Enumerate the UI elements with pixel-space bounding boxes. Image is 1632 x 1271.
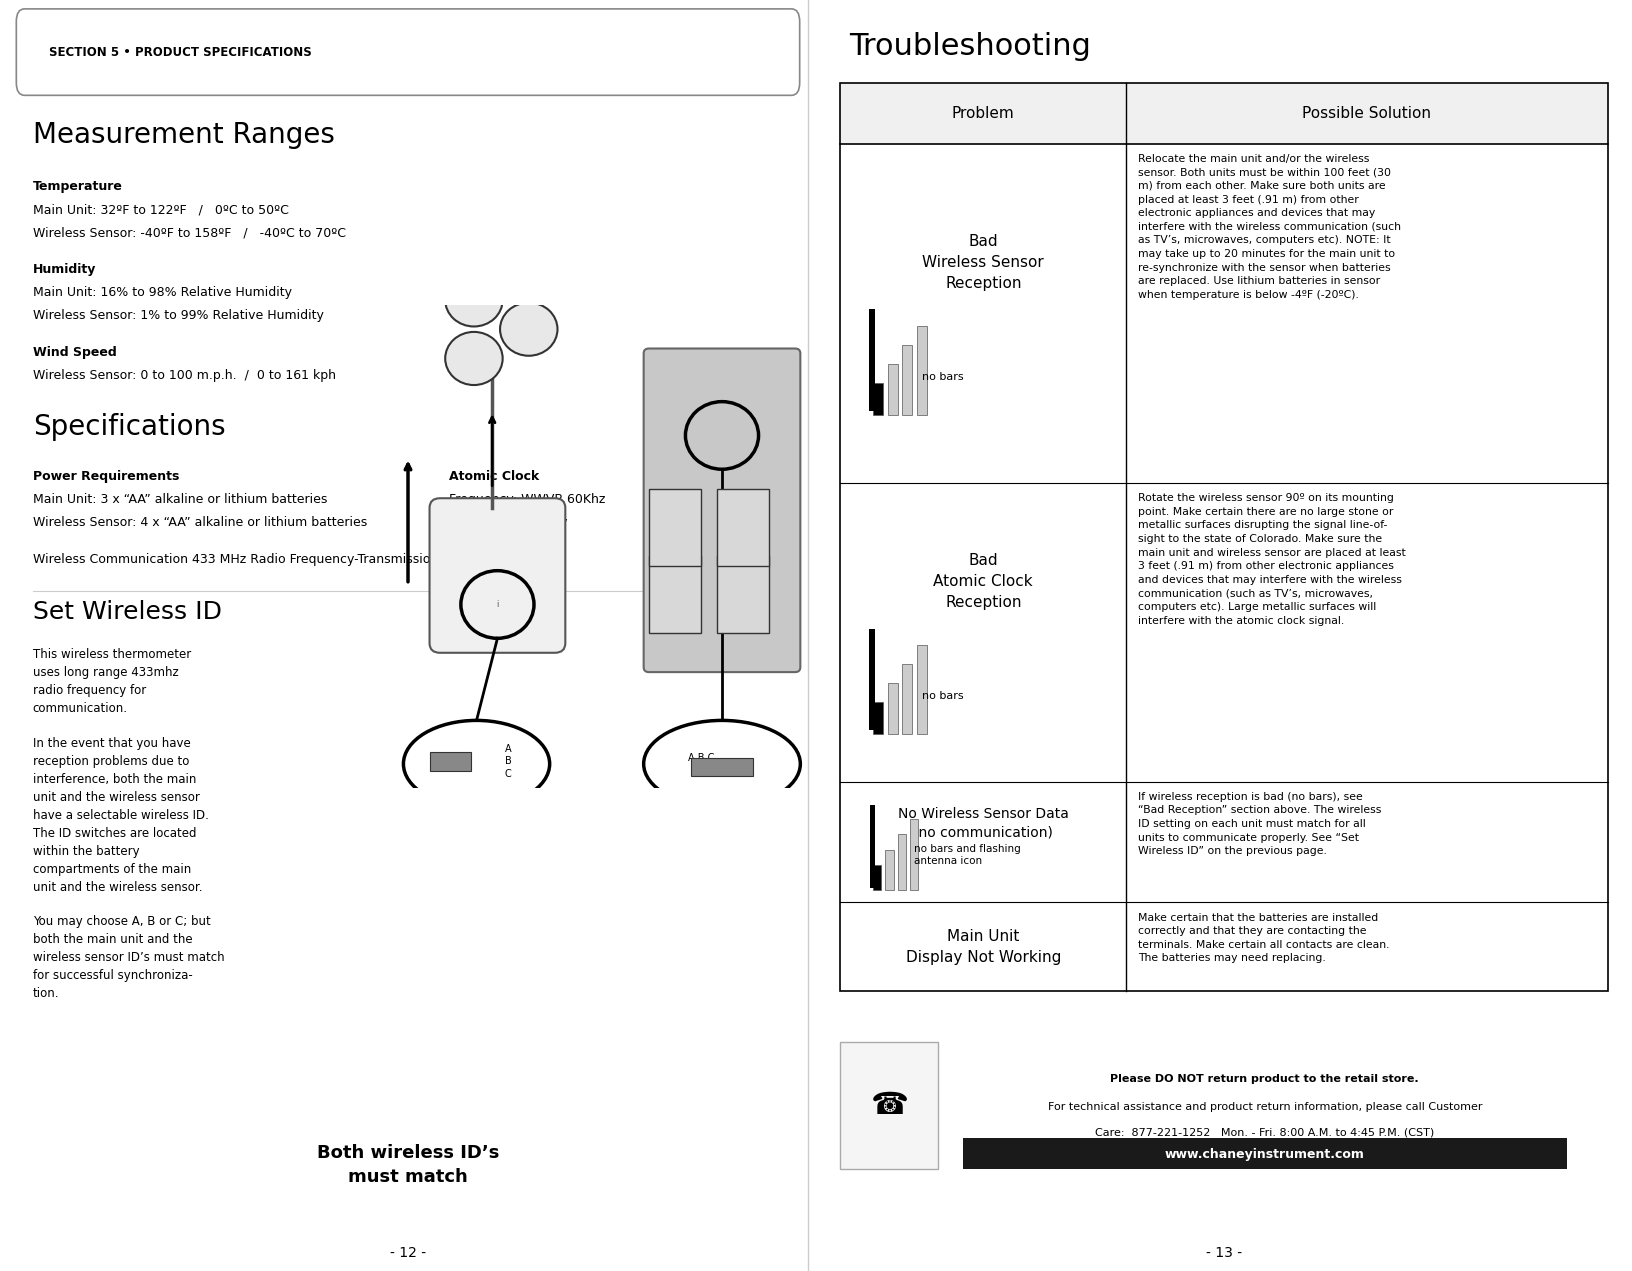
Bar xyxy=(888,364,898,414)
Bar xyxy=(716,488,769,566)
Circle shape xyxy=(446,332,503,385)
Bar xyxy=(429,752,472,771)
Text: Problem: Problem xyxy=(951,105,1015,121)
Text: In the event that you have
reception problems due to
interference, both the main: In the event that you have reception pro… xyxy=(33,737,209,895)
Text: +: + xyxy=(671,576,679,585)
Text: A B C: A B C xyxy=(689,754,715,764)
Text: i: i xyxy=(496,600,499,609)
Bar xyxy=(873,702,883,735)
Text: Bad
Wireless Sensor
Reception: Bad Wireless Sensor Reception xyxy=(922,234,1044,291)
Text: Main Unit
Display Not Working: Main Unit Display Not Working xyxy=(906,929,1061,965)
Text: no bars: no bars xyxy=(922,691,965,700)
Bar xyxy=(868,629,875,730)
Text: Main Unit: 3 x “AA” alkaline or lithium batteries: Main Unit: 3 x “AA” alkaline or lithium … xyxy=(33,493,326,506)
Bar xyxy=(650,557,702,633)
Bar xyxy=(690,758,754,775)
Bar xyxy=(902,665,912,735)
Text: SECTION 5 • PRODUCT SPECIFICATIONS: SECTION 5 • PRODUCT SPECIFICATIONS xyxy=(49,46,312,58)
Text: no bars: no bars xyxy=(922,372,965,381)
Text: Set Wireless ID: Set Wireless ID xyxy=(33,600,222,624)
Text: Atomic Clock: Atomic Clock xyxy=(449,470,539,483)
Text: Wind Speed: Wind Speed xyxy=(33,346,116,358)
Text: +: + xyxy=(739,508,746,517)
Bar xyxy=(873,864,881,890)
Text: AA: AA xyxy=(739,602,747,608)
Bar xyxy=(868,309,875,411)
Text: Troubleshooting: Troubleshooting xyxy=(849,32,1090,61)
Text: This wireless thermometer
uses long range 433mhz
radio frequency for
communicati: This wireless thermometer uses long rang… xyxy=(33,648,191,716)
Text: Main Unit: 16% to 98% Relative Humidity: Main Unit: 16% to 98% Relative Humidity xyxy=(33,286,292,299)
Bar xyxy=(716,557,769,633)
Text: Care:  877-221-1252   Mon. - Fri. 8:00 A.M. to 4:45 P.M. (CST): Care: 877-221-1252 Mon. - Fri. 8:00 A.M.… xyxy=(1095,1127,1435,1138)
Text: Wireless Sensor: -40ºF to 158ºF   /   -40ºC to 70ºC: Wireless Sensor: -40ºF to 158ºF / -40ºC … xyxy=(33,226,346,239)
Text: No Wireless Sensor Data
(no communication): No Wireless Sensor Data (no communicatio… xyxy=(898,807,1069,839)
Circle shape xyxy=(499,302,558,356)
Text: AA: AA xyxy=(739,534,747,539)
Bar xyxy=(917,325,927,414)
Text: Make certain that the batteries are installed
correctly and that they are contac: Make certain that the batteries are inst… xyxy=(1138,913,1390,963)
Text: www.chaneyinstrument.com: www.chaneyinstrument.com xyxy=(1165,1148,1364,1160)
Text: no bars and flashing
antenna icon: no bars and flashing antenna icon xyxy=(914,844,1020,866)
Text: Please DO NOT return product to the retail store.: Please DO NOT return product to the reta… xyxy=(1110,1074,1420,1084)
Text: Main Unit: 32ºF to 122ºF   /   0ºC to 50ºC: Main Unit: 32ºF to 122ºF / 0ºC to 50ºC xyxy=(33,203,289,216)
Text: +: + xyxy=(739,576,746,585)
Bar xyxy=(911,819,917,890)
Text: +: + xyxy=(671,508,679,517)
Text: AA: AA xyxy=(671,534,679,539)
Text: −: − xyxy=(739,624,747,634)
Text: For technical assistance and product return information, please call Customer: For technical assistance and product ret… xyxy=(1048,1102,1482,1112)
FancyBboxPatch shape xyxy=(16,9,800,95)
Text: Possible Solution: Possible Solution xyxy=(1302,105,1431,121)
Text: - 13 -: - 13 - xyxy=(1206,1246,1242,1260)
Text: −: − xyxy=(671,555,679,566)
Bar xyxy=(963,1138,1567,1169)
Bar xyxy=(902,344,912,414)
Text: ☎: ☎ xyxy=(870,1092,909,1120)
Text: If wireless reception is bad (no bars), see
“Bad Reception” section above. The w: If wireless reception is bad (no bars), … xyxy=(1138,792,1382,857)
Bar xyxy=(898,834,906,890)
Text: Measurement Ranges: Measurement Ranges xyxy=(33,121,335,149)
Text: Wireless Sensor: 0 to 100 m.p.h.  /  0 to 161 kph: Wireless Sensor: 0 to 100 m.p.h. / 0 to … xyxy=(33,369,336,381)
Text: Synchronizes Daily: Synchronizes Daily xyxy=(449,516,568,529)
Bar xyxy=(917,646,927,735)
Text: Wireless Sensor: 4 x “AA” alkaline or lithium batteries: Wireless Sensor: 4 x “AA” alkaline or li… xyxy=(33,516,367,529)
Bar xyxy=(650,488,702,566)
FancyBboxPatch shape xyxy=(429,498,565,653)
Text: −: − xyxy=(739,555,747,566)
Bar xyxy=(885,849,894,890)
Bar xyxy=(873,383,883,414)
Text: A
B
C: A B C xyxy=(504,744,511,779)
Text: Humidity: Humidity xyxy=(33,263,96,276)
Ellipse shape xyxy=(403,721,550,807)
Text: Wireless Communication 433 MHz Radio Frequency-Transmission every 18 seconds: Wireless Communication 433 MHz Radio Fre… xyxy=(33,553,552,566)
Bar xyxy=(888,684,898,735)
Text: Wireless Sensor: 1% to 99% Relative Humidity: Wireless Sensor: 1% to 99% Relative Humi… xyxy=(33,309,323,322)
Text: Specifications: Specifications xyxy=(33,413,225,441)
Bar xyxy=(840,1042,938,1169)
Bar xyxy=(840,83,1608,991)
Text: −: − xyxy=(671,624,679,634)
Text: Power Requirements: Power Requirements xyxy=(33,470,180,483)
Text: You may choose A, B or C; but
both the main unit and the
wireless sensor ID’s mu: You may choose A, B or C; but both the m… xyxy=(33,915,224,1000)
FancyBboxPatch shape xyxy=(643,348,800,672)
Text: Rotate the wireless sensor 90º on its mounting
point. Make certain there are no : Rotate the wireless sensor 90º on its mo… xyxy=(1138,493,1407,625)
Text: Both wireless ID’s
must match: Both wireless ID’s must match xyxy=(317,1144,499,1186)
Text: - 12 -: - 12 - xyxy=(390,1246,426,1260)
Text: AA: AA xyxy=(671,602,679,608)
Text: Frequency: WWVB 60Khz: Frequency: WWVB 60Khz xyxy=(449,493,605,506)
Text: Relocate the main unit and/or the wireless
sensor. Both units must be within 100: Relocate the main unit and/or the wirele… xyxy=(1138,154,1402,300)
Ellipse shape xyxy=(643,721,800,807)
Text: Bad
Atomic Clock
Reception: Bad Atomic Clock Reception xyxy=(934,553,1033,610)
Bar xyxy=(840,83,1608,144)
Circle shape xyxy=(446,273,503,327)
Text: Temperature: Temperature xyxy=(33,180,122,193)
Bar xyxy=(870,806,875,887)
